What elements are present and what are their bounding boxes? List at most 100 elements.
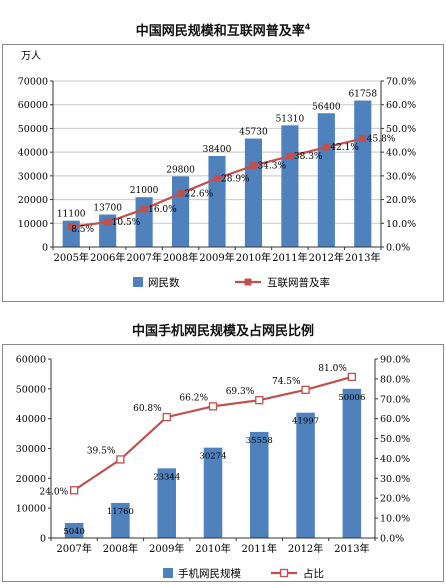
bar xyxy=(342,388,362,538)
x-tick-label: 2012年 xyxy=(288,542,323,555)
y-tick-label: 60000 xyxy=(18,100,48,111)
y-tick-label: 0 xyxy=(42,243,48,254)
x-tick-label: 2008年 xyxy=(163,251,198,264)
y2-tick-label: 0.0% xyxy=(380,534,404,545)
rate-point xyxy=(213,174,221,182)
x-tick-label: 2012年 xyxy=(309,251,344,264)
legend-bar-label: 网民数 xyxy=(148,276,180,289)
rate-label: 38.3% xyxy=(294,152,323,162)
y-tick-label: 30000 xyxy=(16,444,46,455)
y2-tick-label: 70.0% xyxy=(380,394,410,405)
legend-line-marker xyxy=(279,568,289,578)
rate-label: 34.3% xyxy=(257,162,286,172)
x-tick-label: 2013年 xyxy=(334,542,369,555)
y-tick-label: 60000 xyxy=(16,355,46,366)
x-tick-label: 2007年 xyxy=(56,542,91,555)
rate-point xyxy=(140,205,148,213)
x-tick-label: 2006年 xyxy=(90,251,125,264)
y2-tick-label: 60.0% xyxy=(380,414,410,425)
y2-tick-label: 0.0% xyxy=(386,243,410,254)
bar-value-label: 29800 xyxy=(166,165,195,175)
chart1-panel: 万人 0 10000 20000 30000 40000 50000 60000 70000 0.… xyxy=(2,44,444,302)
legend-line-marker xyxy=(244,278,252,286)
legend-bar-swatch xyxy=(133,277,143,287)
bar xyxy=(296,412,315,538)
bar xyxy=(317,113,335,247)
bar-value-label: 56400 xyxy=(312,102,341,112)
bar-value-label: 50006 xyxy=(338,393,365,403)
bar xyxy=(208,155,226,247)
y-tick-label: 30000 xyxy=(18,171,48,182)
y2-tick-label: 60.0% xyxy=(386,100,416,111)
bar xyxy=(64,522,84,538)
x-tick-label: 2011年 xyxy=(272,251,307,264)
rate-point xyxy=(69,486,79,495)
y-tick-label: 10000 xyxy=(16,504,46,515)
bar-value-label: 21000 xyxy=(130,186,159,196)
legend-bar-label: 手机网民规模 xyxy=(178,567,241,580)
rate-point xyxy=(208,402,218,411)
y2-tick-label: 30.0% xyxy=(380,474,410,485)
bar-value-label: 23344 xyxy=(153,472,180,482)
y2-tick-label: 80.0% xyxy=(380,374,410,385)
x-tick-label: 2013年 xyxy=(345,251,380,264)
rate-label: 16.0% xyxy=(148,205,177,215)
x-tick-label: 2005年 xyxy=(53,251,88,264)
bar xyxy=(244,138,263,247)
chart1-title: 中国网民规模和互联网普及率4 xyxy=(135,22,311,39)
chart1-svg: 万人 0 10000 20000 30000 40000 50000 60000 70000 0.… xyxy=(18,50,416,289)
bar-value-label: 35558 xyxy=(246,436,273,446)
bar xyxy=(203,447,223,538)
x-tick-label: 2009年 xyxy=(199,251,234,264)
rate-label: 66.2% xyxy=(179,393,208,403)
rate-label: 24.0% xyxy=(40,487,69,497)
y-tick-label: 50000 xyxy=(18,124,48,135)
x-tick-label: 2009年 xyxy=(149,542,184,555)
bar-value-label: 11760 xyxy=(107,507,134,517)
x-tick-label: 2011年 xyxy=(242,542,277,555)
rate-point xyxy=(301,385,310,394)
rate-point xyxy=(177,189,185,197)
x-tick-label: 2010年 xyxy=(236,251,271,264)
rate-point xyxy=(162,412,171,422)
y-tick-label: 70000 xyxy=(18,77,48,88)
bar-value-label: 41997 xyxy=(292,417,319,427)
x-tick-label: 2007年 xyxy=(126,251,161,264)
rate-point xyxy=(67,223,75,231)
y2-tick-label: 50.0% xyxy=(386,124,416,135)
rate-point xyxy=(255,396,264,405)
bar xyxy=(250,431,269,538)
rate-label: 22.6% xyxy=(185,189,214,199)
y-unit-label: 万人 xyxy=(21,50,41,62)
bar xyxy=(171,176,190,247)
chart2-panel: 0 10000 20000 30000 40000 50000 60000 0.0% 10.0%… xyxy=(2,344,444,582)
y2-tick-label: 50.0% xyxy=(380,434,410,445)
y2-tick-label: 70.0% xyxy=(386,77,416,88)
y2-tick-label: 10.0% xyxy=(386,219,416,230)
rate-label: 60.8% xyxy=(133,404,162,414)
bar xyxy=(111,502,130,538)
bar-value-label: 38400 xyxy=(203,145,232,155)
rate-point xyxy=(322,143,330,151)
y2-tick-label: 20.0% xyxy=(386,195,416,206)
y2-tick-label: 90.0% xyxy=(380,355,410,366)
y-tick-label: 40000 xyxy=(18,148,48,159)
rate-label: 74.5% xyxy=(272,377,301,387)
bar-value-label: 45730 xyxy=(239,128,268,138)
rate-point xyxy=(359,134,367,142)
rate-point xyxy=(104,218,112,226)
y2-tick-label: 40.0% xyxy=(386,148,416,159)
y2-tick-label: 40.0% xyxy=(380,454,410,465)
chart2-svg: 0 10000 20000 30000 40000 50000 60000 0.0% 10.0%… xyxy=(16,355,410,581)
y-tick-label: 20000 xyxy=(16,474,46,485)
rate-point xyxy=(347,372,357,382)
bar-value-label: 5040 xyxy=(63,527,85,537)
legend-bar-swatch xyxy=(163,568,173,578)
rate-point xyxy=(116,455,125,464)
y-tick-label: 10000 xyxy=(18,219,48,230)
bar xyxy=(157,468,176,538)
rate-label: 39.5% xyxy=(87,446,116,456)
bar-value-label: 11100 xyxy=(57,210,86,220)
rate-label: 10.5% xyxy=(112,218,141,228)
chart2-title: 中国手机网民规模及占网民比例 xyxy=(131,324,314,339)
